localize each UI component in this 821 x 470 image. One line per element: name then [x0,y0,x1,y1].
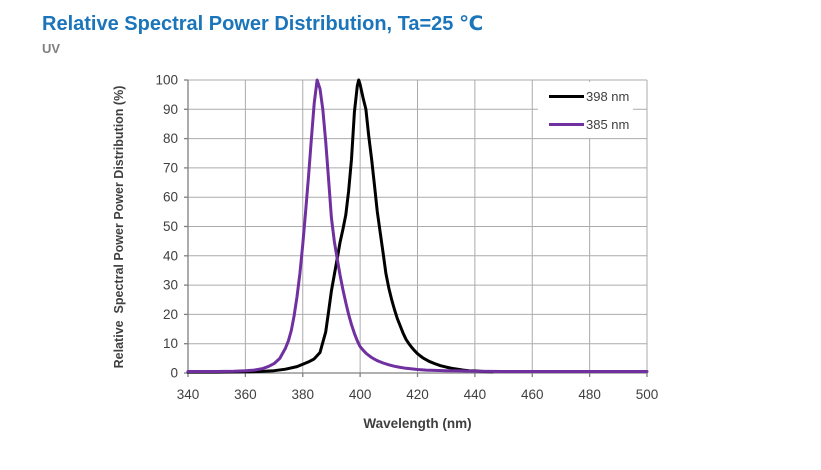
svg-text:460: 460 [521,387,544,402]
svg-text:20: 20 [163,307,178,322]
svg-text:40: 40 [163,248,178,263]
tick-marks [184,79,648,377]
svg-text:90: 90 [163,102,178,117]
svg-text:340: 340 [177,387,200,402]
svg-text:380: 380 [291,387,314,402]
chart-title: Relative Spectral Power Distribution, Ta… [42,13,484,35]
legend-entry-385nm: 385 nm [538,110,633,138]
series-line-398nm [186,78,494,374]
svg-text:100: 100 [155,73,178,88]
svg-text:70: 70 [163,160,178,175]
gridlines [188,79,648,373]
legend-line-swatch-398nm [549,94,584,98]
svg-text:30: 30 [163,278,178,293]
svg-text:440: 440 [464,387,487,402]
svg-text:80: 80 [163,131,178,146]
svg-text:400: 400 [349,387,372,402]
svg-text:60: 60 [163,190,178,205]
legend-line-swatch-385nm [549,122,584,126]
y-tick-labels: 0 10 20 30 40 50 60 70 80 90 100 [155,73,178,381]
x-axis-title: Wavelength (nm) [363,416,472,431]
svg-text:0: 0 [170,366,178,381]
legend-label-398nm: 398 nm [586,88,630,104]
series-line-385nm [186,78,649,373]
legend-label-385nm: 385 nm [586,116,630,132]
svg-text:50: 50 [163,219,178,234]
svg-text:420: 420 [406,387,429,402]
legend-entry-398nm: 398 nm [538,82,633,110]
legend-box: 398 nm 385 nm [538,82,633,138]
svg-text:500: 500 [636,387,659,402]
svg-text:360: 360 [234,387,257,402]
svg-text:10: 10 [163,336,178,351]
x-tick-labels: 340 360 380 400 420 440 460 480 500 [177,387,659,402]
chart-subtitle: UV [42,41,61,56]
svg-text:480: 480 [578,387,601,402]
